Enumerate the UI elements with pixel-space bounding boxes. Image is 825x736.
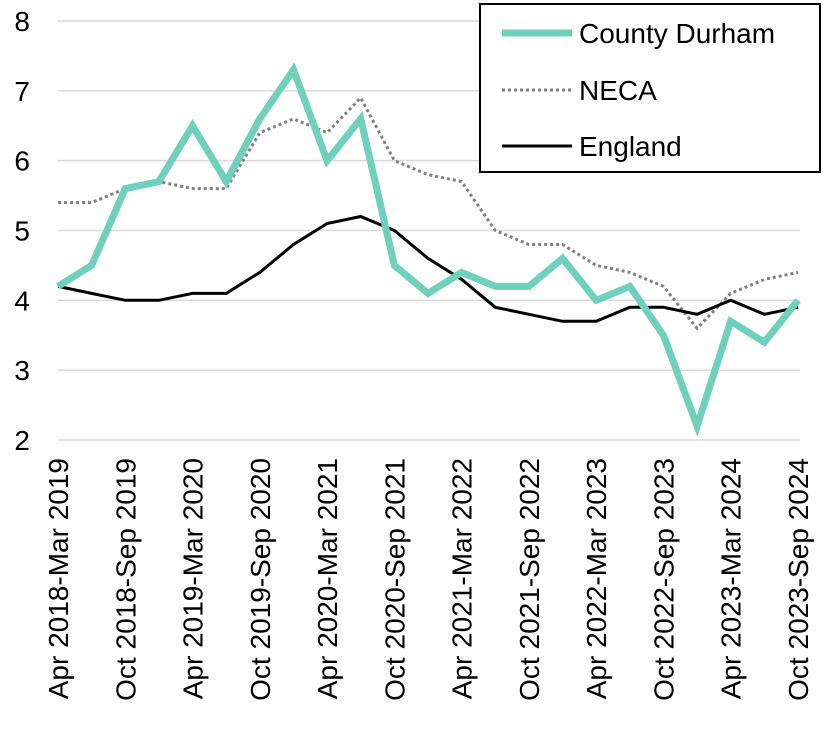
legend-label-neca: NECA — [579, 75, 657, 106]
x-tick-label: Oct 2019-Sep 2020 — [245, 458, 276, 701]
y-tick-label: 2 — [14, 425, 30, 456]
x-tick-label: Apr 2019-Mar 2020 — [178, 458, 209, 699]
y-tick-label: 8 — [14, 6, 30, 37]
x-tick-label: Apr 2020-Mar 2021 — [312, 458, 343, 699]
x-axis-tick-labels: Apr 2018-Mar 2019 Oct 2018-Sep 2019 Apr 20… — [43, 458, 814, 701]
y-tick-label: 6 — [14, 146, 30, 177]
gridlines — [58, 20, 800, 441]
x-tick-label: Oct 2022-Sep 2023 — [648, 458, 679, 701]
x-tick-label: Apr 2021-Mar 2022 — [447, 458, 478, 699]
x-tick-label: Oct 2020-Sep 2021 — [379, 458, 410, 701]
legend-label-england: England — [579, 131, 682, 162]
x-tick-label: Oct 2021-Sep 2022 — [514, 458, 545, 701]
y-axis-tick-labels: 2 3 4 5 6 7 8 — [14, 6, 30, 456]
x-tick-label: Apr 2018-Mar 2019 — [43, 458, 74, 699]
series-lines — [56, 62, 801, 437]
x-tick-label: Apr 2022-Mar 2023 — [581, 458, 612, 699]
x-tick-label: Apr 2023-Mar 2024 — [716, 458, 747, 699]
series-line-county-durham — [56, 62, 801, 437]
y-tick-label: 5 — [14, 216, 30, 247]
legend-label-county-durham: County Durham — [579, 18, 775, 49]
y-tick-label: 4 — [14, 285, 30, 316]
y-tick-label: 7 — [14, 76, 30, 107]
x-tick-label: Oct 2023-Sep 2024 — [783, 458, 814, 701]
legend: County Durham NECA England — [479, 3, 821, 173]
series-line-england — [57, 214, 799, 323]
y-tick-label: 3 — [14, 355, 30, 386]
series-line-neca — [58, 95, 799, 331]
x-tick-label: Oct 2018-Sep 2019 — [110, 458, 141, 701]
